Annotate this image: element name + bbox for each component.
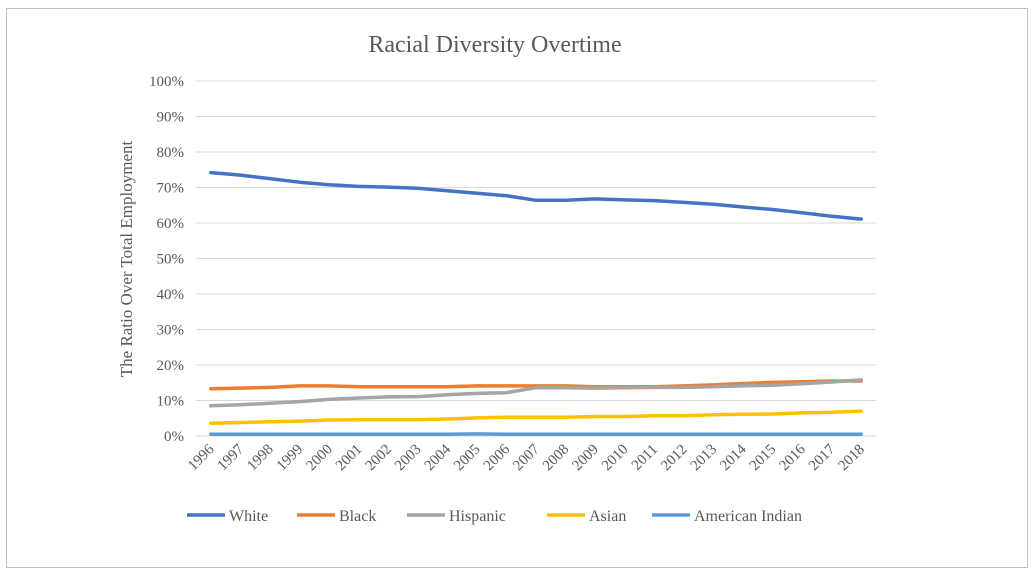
x-tick-label: 2007 [510,441,543,474]
x-tick-label: 2017 [806,441,839,474]
y-tick-label: 0% [164,429,184,445]
x-tick-label: 2010 [599,442,632,475]
x-tick-label: 2005 [451,442,484,475]
chart-title: Racial Diversity Overtime [368,32,621,58]
legend-label: Hispanic [449,508,506,525]
x-tick-label: 1998 [244,442,277,475]
x-tick-label: 2000 [303,442,336,475]
y-tick-label: 100% [149,74,184,90]
x-tick-label: 2009 [569,442,602,475]
x-tick-label: 1999 [274,442,307,475]
y-tick-label: 80% [157,145,185,161]
x-tick-label: 2002 [362,442,395,475]
y-axis-ticks: 0% 10% 20% 30% 40% 50% 60% 70% 80% 90% 100% [149,74,184,445]
y-tick-label: 40% [157,287,185,303]
y-tick-label: 10% [157,394,185,410]
y-axis-label: The Ratio Over Total Employment [117,141,136,378]
legend-label: American Indian [694,508,802,525]
x-tick-label: 2014 [717,441,750,474]
x-tick-label: 2006 [481,441,514,474]
x-tick-label: 2003 [392,442,425,475]
x-tick-label: 1997 [215,441,248,474]
series-line-asian [211,411,861,423]
y-tick-label: 30% [157,323,185,339]
y-tick-label: 60% [157,216,185,232]
x-tick-label: 2004 [422,441,455,474]
y-tick-label: 20% [157,358,185,374]
legend: White Black Hispanic Asian American Indian [187,508,802,525]
x-tick-label: 2013 [688,442,721,475]
legend-label: Black [339,508,376,525]
x-tick-label: 2012 [658,442,691,475]
y-tick-label: 50% [157,252,185,268]
x-tick-label: 2008 [540,442,573,475]
x-tick-label: 2016 [776,441,809,474]
legend-label: Asian [589,508,626,525]
series-line-hispanic [211,380,861,406]
x-tick-label: 1996 [185,441,218,474]
series-line-white [211,173,861,220]
x-tick-label: 2018 [836,442,869,475]
x-axis-ticks: 1996199719981999200020012002200320042005… [185,441,868,474]
legend-label: White [229,508,268,525]
x-tick-label: 2001 [333,442,366,475]
x-tick-label: 2011 [629,442,661,474]
y-tick-label: 70% [157,181,185,197]
x-tick-label: 2015 [747,442,780,475]
y-tick-label: 90% [157,110,185,126]
series-lines [211,173,861,435]
